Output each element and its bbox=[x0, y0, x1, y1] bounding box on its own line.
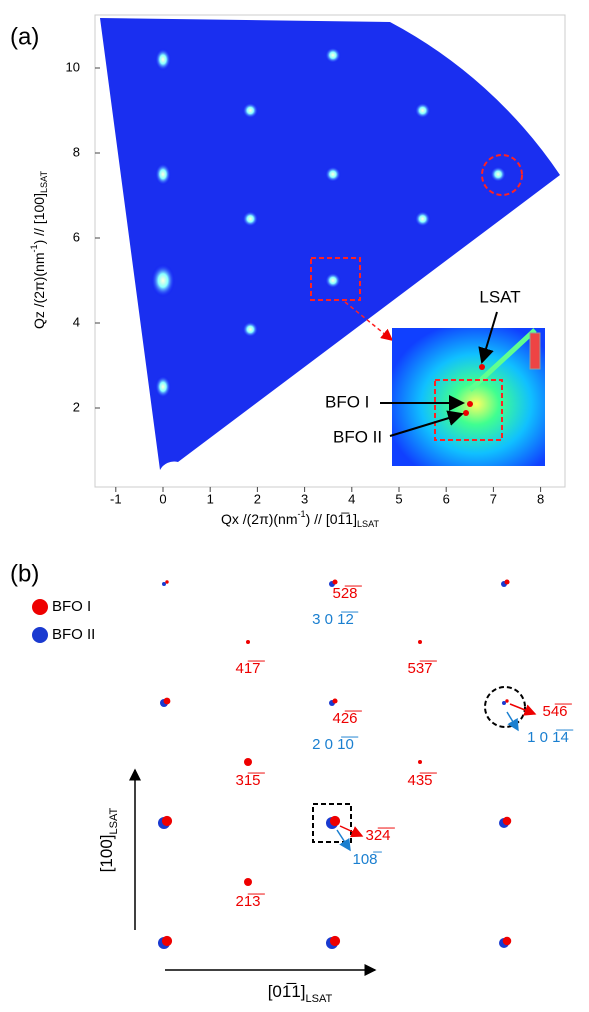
inset-spot bbox=[463, 410, 469, 416]
axis-label: [01̅1]LSAT bbox=[268, 982, 333, 1004]
y-tick-label: 8 bbox=[73, 144, 80, 159]
x-axis-label-part: ) // [01̅1] bbox=[306, 511, 357, 527]
diffraction-spot bbox=[490, 166, 506, 182]
reflection-dot bbox=[162, 582, 166, 586]
reflection-dot bbox=[246, 640, 250, 644]
reflection-dot bbox=[165, 580, 168, 583]
hkl-label: 21̅3̅ bbox=[235, 893, 265, 910]
x-tick-label: 5 bbox=[395, 491, 402, 506]
diffraction-spot bbox=[151, 264, 175, 298]
reflection-dot bbox=[162, 936, 172, 946]
y-tick-label: 4 bbox=[73, 314, 80, 329]
reflection-dot bbox=[505, 699, 508, 702]
x-axis-label-sup: -1 bbox=[298, 509, 306, 519]
axis-label-sub: LSAT bbox=[306, 993, 333, 1005]
reflection-dot bbox=[330, 936, 340, 946]
x-tick-label: 1 bbox=[207, 491, 214, 506]
hkl-label: 54̅6̅ bbox=[542, 703, 572, 720]
reflection-dot bbox=[332, 698, 337, 703]
y-axis-label-sub: LSAT bbox=[39, 171, 49, 194]
hkl-label: 31̅5̅ bbox=[235, 772, 265, 789]
diffraction-spot bbox=[325, 273, 341, 289]
arrow bbox=[510, 704, 535, 714]
diffraction-spot bbox=[325, 47, 341, 63]
hkl-label: 108̅ bbox=[352, 851, 382, 868]
arrow bbox=[337, 830, 350, 850]
x-tick-label: -1 bbox=[110, 491, 122, 506]
inset-spot bbox=[467, 401, 473, 407]
diffraction-spot bbox=[242, 321, 258, 337]
y-axis-label-part: Qz /(2π)(nm bbox=[31, 252, 47, 329]
x-tick-label: 0 bbox=[159, 491, 166, 506]
inset-scale bbox=[530, 333, 540, 369]
x-tick-label: 3 bbox=[301, 491, 308, 506]
y-axis-label: Qz /(2π)(nm-1) // [100]LSAT bbox=[29, 171, 49, 330]
hkl-label: 43̅5̅ bbox=[407, 772, 437, 789]
hkl-label: 53̅7̅ bbox=[407, 660, 437, 677]
x-axis-label-part: Qx /(2π)(nm bbox=[221, 511, 298, 527]
y-axis-label-part: ) // [100] bbox=[31, 193, 47, 244]
reflection-dot bbox=[504, 579, 509, 584]
x-tick-label: 2 bbox=[254, 491, 261, 506]
panel-label: (a) bbox=[10, 23, 39, 50]
legend-marker bbox=[32, 599, 48, 615]
diffraction-spot bbox=[415, 103, 431, 119]
reflection-dot bbox=[162, 816, 172, 826]
axis-label-part: [01̅1] bbox=[268, 982, 306, 1001]
reflection-dot bbox=[164, 698, 171, 705]
diffraction-spot bbox=[155, 376, 171, 398]
panel-label: (b) bbox=[10, 560, 39, 587]
y-tick-label: 10 bbox=[66, 59, 80, 74]
x-axis-label-sub: LSAT bbox=[357, 519, 380, 529]
inset-spot bbox=[479, 364, 485, 370]
reflection-dot bbox=[330, 816, 340, 826]
diffraction-spot bbox=[325, 166, 341, 182]
axis-label-sub: LSAT bbox=[108, 807, 120, 834]
diffraction-spot bbox=[242, 103, 258, 119]
y-tick-label: 2 bbox=[73, 399, 80, 414]
inset-label: BFO I bbox=[325, 392, 369, 411]
diffraction-spot bbox=[242, 211, 258, 227]
hkl-label: 2 0 1̅0̅ bbox=[312, 736, 359, 753]
hkl-label: 41̅7̅ bbox=[235, 660, 265, 677]
x-tick-label: 4 bbox=[348, 491, 355, 506]
reflection-dot bbox=[418, 760, 422, 764]
diffraction-spot bbox=[415, 211, 431, 227]
y-tick-label: 6 bbox=[73, 229, 80, 244]
reflection-dot bbox=[332, 579, 337, 584]
axis-label-part: [100] bbox=[97, 835, 116, 873]
hkl-label: 42̅6̅ bbox=[332, 710, 362, 727]
inset-label: LSAT bbox=[479, 287, 520, 306]
legend-label: BFO I bbox=[52, 598, 91, 615]
reflection-dot bbox=[502, 701, 506, 705]
hkl-label: 3 0 1̅2̅ bbox=[312, 611, 359, 628]
reflection-dot bbox=[418, 640, 422, 644]
figure: (a)-1012345678108642Qx /(2π)(nm-1) // [0… bbox=[0, 0, 589, 1007]
reflection-dot bbox=[244, 758, 252, 766]
x-axis-label: Qx /(2π)(nm-1) // [01̅1]LSAT bbox=[221, 509, 380, 529]
inset-map bbox=[392, 328, 545, 466]
reflection-dot bbox=[244, 878, 252, 886]
diffraction-spot bbox=[155, 48, 171, 70]
reflection-dot bbox=[503, 937, 512, 946]
axis-label: [100]LSAT bbox=[97, 807, 119, 872]
x-tick-label: 8 bbox=[537, 491, 544, 506]
hkl-label: 52̅8̅ bbox=[332, 585, 362, 602]
x-tick-label: 6 bbox=[443, 491, 450, 506]
diffraction-spot bbox=[155, 163, 171, 185]
hkl-label: 1 0 1̅4̅ bbox=[527, 729, 574, 746]
y-axis-label-sup: -1 bbox=[29, 244, 39, 252]
legend-marker bbox=[32, 627, 48, 643]
x-tick-label: 7 bbox=[490, 491, 497, 506]
inset-label: BFO II bbox=[333, 427, 382, 446]
reflection-dot bbox=[503, 817, 512, 826]
hkl-label: 32̅4̅ bbox=[365, 827, 395, 844]
legend-label: BFO II bbox=[52, 626, 95, 643]
